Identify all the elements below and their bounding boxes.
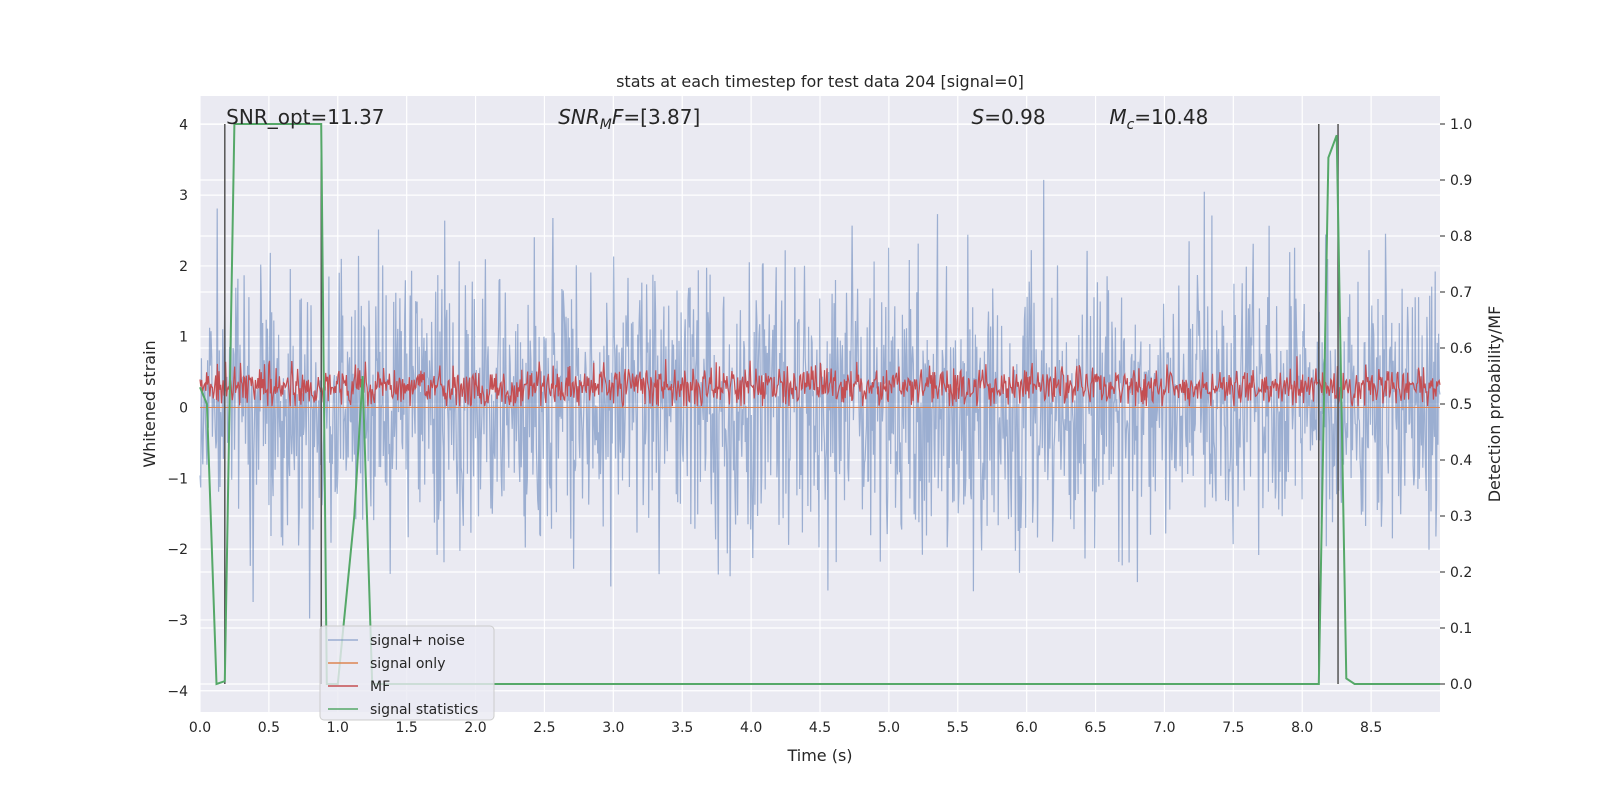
y-left-tick-label: 2 (179, 259, 188, 275)
y-right-tick-label: 0.6 (1450, 341, 1472, 357)
legend-label-signal-only: signal only (370, 656, 445, 672)
y-right-tick-label: 0.4 (1450, 453, 1472, 469)
x-axis-label: Time (s) (786, 746, 852, 765)
x-tick-label: 2.5 (533, 720, 555, 736)
x-tick-label: 0.0 (189, 720, 211, 736)
x-tick-label: 3.0 (602, 720, 624, 736)
x-axis-ticks: 0.0 0.5 1.0 1.5 2.0 2.5 3.0 3.5 4.0 4.5 5.0 5.5 6.0 6… (189, 720, 1382, 736)
y-left-tick-label: −4 (167, 684, 188, 700)
legend: signal+ noise signal only MF signal stat… (319, 625, 495, 721)
legend-label-signal-noise: signal+ noise (370, 633, 465, 649)
x-tick-label: 1.0 (327, 720, 349, 736)
annotation: SNRMF=[3.87] (558, 105, 700, 133)
annotation: Mc=10.48 (1109, 105, 1208, 133)
annotation: S=0.98 (972, 105, 1046, 129)
y-left-tick-label: −1 (167, 471, 188, 487)
y-left-tick-label: 1 (179, 330, 188, 346)
x-tick-label: 4.0 (740, 720, 762, 736)
x-tick-label: 7.5 (1222, 720, 1244, 736)
y-right-tick-label: 1.0 (1450, 117, 1472, 133)
y-right-tick-label: 0.0 (1450, 677, 1472, 693)
right-axis-ticks: 0.0 0.1 0.2 0.3 0.4 0.5 0.6 0.7 0.8 0.9 1.0 (1440, 117, 1472, 693)
y-right-tick-label: 0.1 (1450, 621, 1472, 637)
chart-title: stats at each timestep for test data 204… (616, 72, 1024, 91)
left-axis-label: Whitened strain (140, 340, 159, 467)
legend-label-mf: MF (370, 679, 390, 695)
x-tick-label: 6.0 (1016, 720, 1038, 736)
legend-label-signal-statistics: signal statistics (370, 702, 478, 718)
series-signal-noise (199, 179, 1441, 619)
y-right-tick-label: 0.9 (1450, 173, 1472, 189)
plot-area (199, 123, 1441, 686)
x-tick-label: 7.0 (1153, 720, 1175, 736)
y-left-tick-label: 3 (179, 188, 188, 204)
y-left-tick-label: −3 (167, 613, 188, 629)
annotations: SNR_opt=11.37 SNRMF=[3.87] S=0.98 Mc=10.48 (226, 105, 1208, 133)
right-axis-label: Detection probability/MF (1485, 306, 1504, 503)
annotation: SNR_opt=11.37 (226, 105, 384, 129)
x-tick-label: 1.5 (396, 720, 418, 736)
y-left-tick-label: 0 (179, 401, 188, 417)
x-tick-label: 2.0 (464, 720, 486, 736)
y-left-tick-label: −2 (167, 542, 188, 558)
x-tick-label: 3.5 (671, 720, 693, 736)
x-tick-label: 8.5 (1360, 720, 1382, 736)
y-right-tick-label: 0.2 (1450, 565, 1472, 581)
y-right-tick-label: 0.7 (1450, 285, 1472, 301)
x-tick-label: 5.5 (947, 720, 969, 736)
series-mf (199, 356, 1441, 408)
x-tick-label: 5.0 (878, 720, 900, 736)
y-right-tick-label: 0.5 (1450, 397, 1472, 413)
y-right-tick-label: 0.8 (1450, 229, 1472, 245)
x-tick-label: 6.5 (1084, 720, 1106, 736)
x-tick-label: 8.0 (1291, 720, 1313, 736)
y-right-tick-label: 0.3 (1450, 509, 1472, 525)
x-tick-label: 0.5 (258, 720, 280, 736)
y-left-tick-label: 4 (179, 117, 188, 133)
left-axis-ticks: −4 −3 −2 −1 0 1 2 3 4 (167, 117, 188, 699)
legend-box (319, 625, 495, 721)
x-tick-label: 4.5 (809, 720, 831, 736)
